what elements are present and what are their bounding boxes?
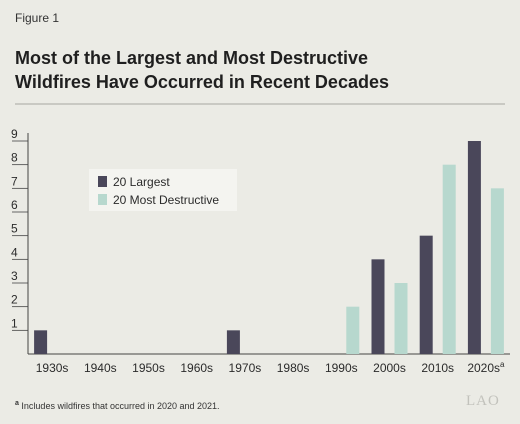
bar-largest-2010s — [419, 235, 433, 354]
y-tick-label: 6 — [11, 198, 18, 212]
bar-largest-2000s — [371, 259, 385, 354]
axis-layer — [12, 133, 510, 355]
y-tick-label: 8 — [11, 151, 18, 165]
bar-destructive-2020s — [490, 188, 504, 354]
bar-largest-2020s — [467, 141, 481, 354]
bar-destructive-2000s — [394, 283, 408, 354]
y-tick-label: 4 — [11, 245, 18, 259]
y-tick-label: 1 — [11, 316, 18, 330]
legend-swatch — [98, 176, 107, 187]
x-tick-label: 1930s — [36, 361, 69, 375]
x-tick-label: 1980s — [277, 361, 310, 375]
legend-swatch — [98, 194, 107, 205]
bar-destructive-1990s — [346, 306, 360, 354]
x-tick-superscript: a — [500, 360, 505, 369]
x-tick-label: 1940s — [84, 361, 117, 375]
x-tick-label: 2010s — [421, 361, 454, 375]
legend: 20 Largest 20 Most Destructive — [89, 169, 237, 211]
chart-title: Most of the Largest and Most Destructive… — [15, 46, 505, 94]
y-tick-label: 2 — [11, 293, 18, 307]
x-tick-label: 1960s — [180, 361, 213, 375]
x-tick-label: 1990s — [325, 361, 358, 375]
legend-label: 20 Most Destructive — [113, 193, 219, 207]
x-tick-label: 1950s — [132, 361, 165, 375]
y-tick-label: 7 — [11, 174, 18, 188]
footnote-text: Includes wildfires that occurred in 2020… — [21, 401, 220, 411]
title-divider — [15, 103, 505, 105]
lao-logo: LAO — [466, 393, 500, 409]
x-tick-label: 2020sa — [467, 360, 505, 375]
y-tick-label: 9 — [11, 127, 18, 141]
legend-box — [89, 169, 237, 211]
bar-layer — [34, 141, 504, 354]
x-tick-label: 1970s — [229, 361, 262, 375]
title-line-1: Most of the Largest and Most Destructive — [15, 48, 369, 68]
footnote-marker: a — [15, 400, 19, 407]
bar-largest-1930s — [34, 330, 48, 354]
y-tick-label: 3 — [11, 269, 18, 283]
bar-destructive-2010s — [442, 164, 456, 354]
x-tick-label: 2000s — [373, 361, 406, 375]
footnote: a Includes wildfires that occurred in 20… — [15, 400, 220, 411]
figure-label: Figure 1 — [15, 11, 60, 25]
label-layer: 1 2 3 4 5 6 7 8 9 1930s 1940s 1950s 1960s 1970s 1980s 1… — [11, 127, 505, 375]
bar-largest-1970s — [226, 330, 240, 354]
legend-label: 20 Largest — [113, 175, 170, 189]
y-tick-label: 5 — [11, 222, 18, 236]
title-line-2: Wildfires Have Occurred in Recent Decade… — [15, 72, 389, 92]
